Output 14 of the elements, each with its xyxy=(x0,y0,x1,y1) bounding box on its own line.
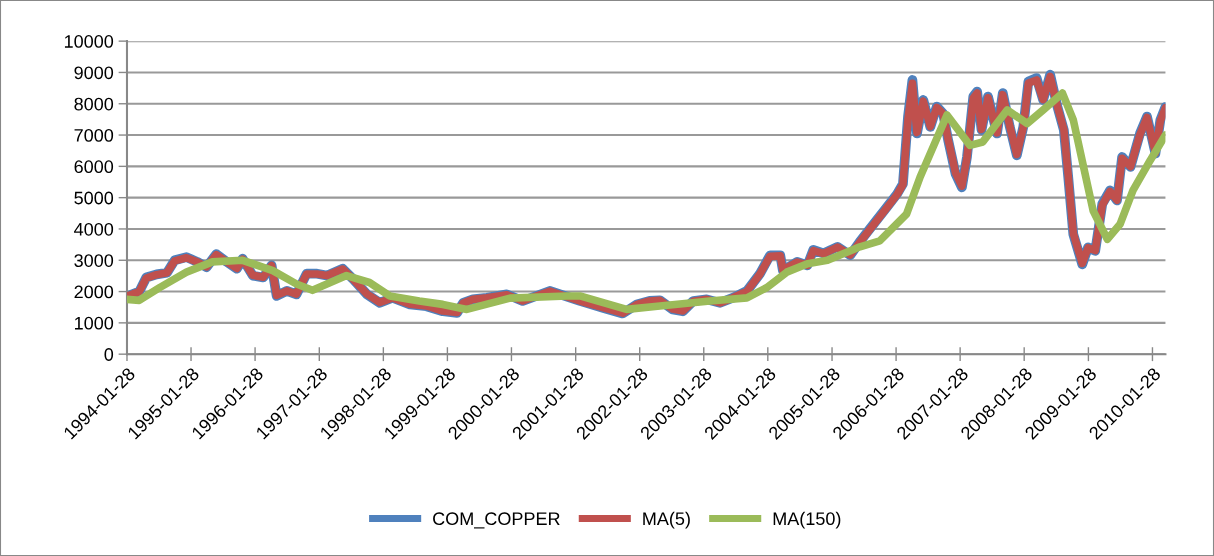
y-tick-label: 9000 xyxy=(74,66,114,80)
y-tick-label: 6000 xyxy=(74,160,114,174)
legend-label: COM_COPPER xyxy=(433,512,560,529)
y-tick-label: 0 xyxy=(104,348,114,361)
legend-label: MA(5) xyxy=(643,511,690,529)
legend-label: MA(150) xyxy=(773,511,841,529)
y-tick-label: 10000 xyxy=(64,35,114,48)
y-tick-label: 8000 xyxy=(74,97,114,111)
y-tick-label: 3000 xyxy=(74,254,114,267)
y-tick-label: 1000 xyxy=(75,316,114,330)
y-tick-label: 7000 xyxy=(74,128,114,142)
y-tick-label: 5000 xyxy=(74,191,114,205)
y-tick-label: 4000 xyxy=(74,222,114,236)
y-tick-label: 2000 xyxy=(74,285,114,299)
